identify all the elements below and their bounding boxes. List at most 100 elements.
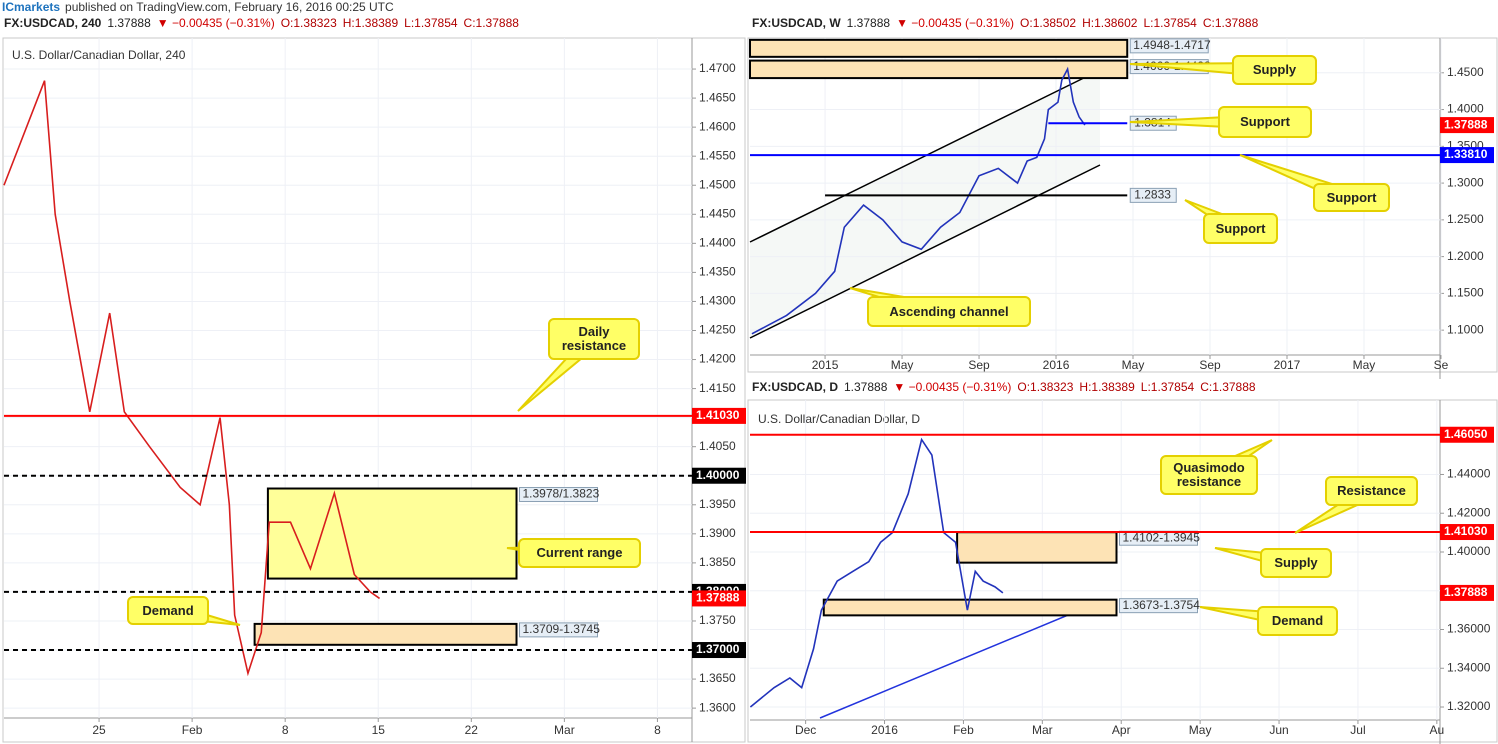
zone bbox=[749, 59, 1129, 80]
level-label: 1.41030 bbox=[696, 408, 740, 422]
y-tick-label: 1.4500 bbox=[699, 177, 736, 191]
callout: Demand bbox=[1257, 606, 1338, 636]
header: ICmarkets published on TradingView.com, F… bbox=[2, 0, 394, 14]
level-label: 1.46050 bbox=[1444, 427, 1488, 441]
x-tick-label: 2016 bbox=[1043, 358, 1070, 372]
info-line: FX:USDCAD, 240 1.37888 ▼ −0.00435 (−0.31%)… bbox=[4, 16, 519, 30]
level-label: 1.33810 bbox=[1444, 147, 1488, 161]
y-tick-label: 1.4150 bbox=[699, 381, 736, 395]
level-label: 1.37000 bbox=[696, 642, 740, 656]
callout: Supply bbox=[1232, 55, 1317, 85]
zone-label: 1.4102-1.3945 bbox=[1123, 530, 1201, 544]
x-tick-label: Dec bbox=[795, 723, 816, 737]
zone-label: 1.4948-1.4717 bbox=[1133, 38, 1211, 52]
callout: Support bbox=[1313, 183, 1390, 212]
callout: Resistance bbox=[1325, 476, 1418, 506]
info-change: ▼ −0.00435 (−0.31%) bbox=[893, 380, 1011, 394]
callout: Support bbox=[1203, 213, 1278, 244]
zone bbox=[749, 38, 1129, 58]
x-tick-label: May bbox=[1353, 358, 1376, 372]
callout: Quasimodo resistance bbox=[1160, 455, 1258, 495]
panel-title: U.S. Dollar/Canadian Dollar, D bbox=[758, 412, 920, 426]
zone-label-box bbox=[1129, 38, 1209, 54]
y-tick-label: 1.32000 bbox=[1447, 699, 1491, 713]
info-symbol: FX:USDCAD, W bbox=[752, 16, 841, 30]
zone bbox=[956, 531, 1118, 564]
level-label-box bbox=[1440, 117, 1494, 134]
y-tick-label: 1.3600 bbox=[699, 700, 736, 714]
info-high: H:1.38389 bbox=[343, 16, 399, 30]
y-tick-label: 1.1500 bbox=[1447, 286, 1484, 300]
x-tick-label: Au bbox=[1430, 723, 1445, 737]
info-open: O:1.38502 bbox=[1020, 16, 1076, 30]
y-tick-label: 1.4300 bbox=[699, 294, 736, 308]
callout: Supply bbox=[1260, 548, 1332, 578]
y-tick-label: 1.3650 bbox=[699, 671, 736, 685]
panel-frame bbox=[2, 37, 746, 743]
info-price: 1.37888 bbox=[847, 16, 891, 30]
info-change: ▼ −0.00435 (−0.31%) bbox=[157, 16, 275, 30]
level-label-box bbox=[692, 642, 746, 659]
zone-label: 1.3978/1.3823 bbox=[523, 487, 600, 501]
price-line bbox=[3, 80, 381, 677]
info-close: C:1.37888 bbox=[464, 16, 520, 30]
panel-frame bbox=[747, 399, 1498, 743]
y-tick-label: 1.3850 bbox=[699, 555, 736, 569]
level-label: 1.37888 bbox=[1444, 585, 1488, 599]
x-tick-label: 8 bbox=[654, 723, 661, 737]
x-tick-label: 22 bbox=[465, 723, 479, 737]
x-tick-label: Feb bbox=[953, 723, 974, 737]
y-tick-label: 1.2500 bbox=[1447, 212, 1484, 226]
zone bbox=[253, 622, 518, 646]
x-tick-label: Se bbox=[1434, 358, 1449, 372]
info-low: L:1.37854 bbox=[404, 16, 458, 30]
y-tick-label: 1.4550 bbox=[699, 148, 736, 162]
info-price: 1.37888 bbox=[844, 380, 888, 394]
panel-frame bbox=[747, 37, 1498, 373]
x-tick-label: Sep bbox=[1199, 358, 1221, 372]
y-tick-label: 1.44000 bbox=[1447, 467, 1491, 481]
x-tick-label: 2017 bbox=[1274, 358, 1301, 372]
callout: Support bbox=[1218, 106, 1312, 138]
y-tick-label: 1.4350 bbox=[699, 265, 736, 279]
info-high: H:1.38389 bbox=[1079, 380, 1135, 394]
info-close: C:1.37888 bbox=[1203, 16, 1259, 30]
level-label-box bbox=[692, 590, 746, 607]
x-tick-label: 2015 bbox=[812, 358, 839, 372]
y-tick-label: 1.2000 bbox=[1447, 249, 1484, 263]
y-tick-label: 1.4500 bbox=[1447, 65, 1484, 79]
zone bbox=[266, 487, 518, 580]
level-label: 1.2833 bbox=[1134, 188, 1171, 202]
x-tick-label: Feb bbox=[182, 723, 203, 737]
trend-line bbox=[749, 164, 1101, 339]
y-tick-label: 1.4700 bbox=[699, 61, 736, 75]
callout: Ascending channel bbox=[867, 296, 1031, 327]
zone bbox=[822, 598, 1118, 617]
info-open: O:1.38323 bbox=[1017, 380, 1073, 394]
callout: Daily resistance bbox=[548, 318, 640, 360]
y-tick-label: 1.1000 bbox=[1447, 322, 1484, 336]
zone-label-box bbox=[519, 487, 599, 503]
level-label-box bbox=[1440, 147, 1494, 164]
x-tick-label: Apr bbox=[1112, 723, 1131, 737]
zone-label: 1.3709-1.3745 bbox=[523, 622, 601, 636]
level-label: 1.37888 bbox=[1444, 117, 1488, 131]
y-tick-label: 1.4250 bbox=[699, 323, 736, 337]
level-label-box bbox=[692, 407, 746, 424]
y-tick-label: 1.42000 bbox=[1447, 505, 1491, 519]
info-low: L:1.37854 bbox=[1141, 380, 1195, 394]
x-tick-label: Jul bbox=[1350, 723, 1365, 737]
y-tick-label: 1.4600 bbox=[699, 119, 736, 133]
info-symbol: FX:USDCAD, D bbox=[752, 380, 838, 394]
x-tick-label: Mar bbox=[1032, 723, 1053, 737]
x-tick-label: 2016 bbox=[871, 723, 898, 737]
level-label: 1.37888 bbox=[696, 591, 740, 605]
level-label: 1.40000 bbox=[696, 468, 740, 482]
info-change: ▼ −0.00435 (−0.31%) bbox=[896, 16, 1014, 30]
info-close: C:1.37888 bbox=[1200, 380, 1256, 394]
callout: Demand bbox=[127, 596, 209, 625]
header-text: published on TradingView.com, February 1… bbox=[65, 0, 394, 14]
y-tick-label: 1.40000 bbox=[1447, 544, 1491, 558]
y-tick-label: 1.36000 bbox=[1447, 622, 1491, 636]
